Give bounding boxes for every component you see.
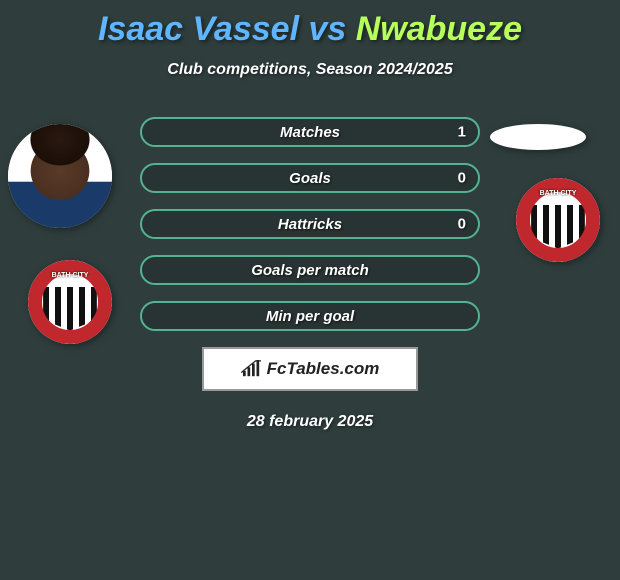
subtitle: Club competitions, Season 2024/2025: [0, 61, 620, 79]
stat-row: Matches 1: [140, 117, 480, 147]
player2-club-badge: BATH CITY: [516, 178, 600, 262]
stat-row: Hattricks 0: [140, 209, 480, 239]
stat-label: Goals per match: [251, 262, 369, 279]
stat-right-value: 0: [458, 216, 466, 233]
date-label: 28 february 2025: [0, 413, 620, 431]
badge-label: BATH CITY: [28, 272, 112, 279]
brand-box: FcTables.com: [202, 347, 418, 391]
stats-table: Matches 1 Goals 0 Hattricks 0 Goals per …: [140, 117, 480, 331]
stat-right-value: 0: [458, 170, 466, 187]
stat-row: Min per goal: [140, 301, 480, 331]
badge-label: BATH CITY: [516, 190, 600, 197]
player1-club-badge: BATH CITY: [28, 260, 112, 344]
stat-label: Goals: [289, 170, 331, 187]
stat-label: Hattricks: [278, 216, 342, 233]
brand-text: FcTables.com: [267, 359, 380, 379]
stat-label: Matches: [280, 124, 340, 141]
chart-icon: [241, 360, 263, 378]
stat-row: Goals 0: [140, 163, 480, 193]
player2-avatar: [490, 124, 586, 150]
page-title: Isaac Vassel vs Nwabueze: [0, 0, 620, 49]
player1-avatar: [8, 124, 112, 228]
stat-right-value: 1: [458, 124, 466, 141]
player1-photo: [8, 124, 112, 228]
stat-row: Goals per match: [140, 255, 480, 285]
stat-label: Min per goal: [266, 308, 354, 325]
